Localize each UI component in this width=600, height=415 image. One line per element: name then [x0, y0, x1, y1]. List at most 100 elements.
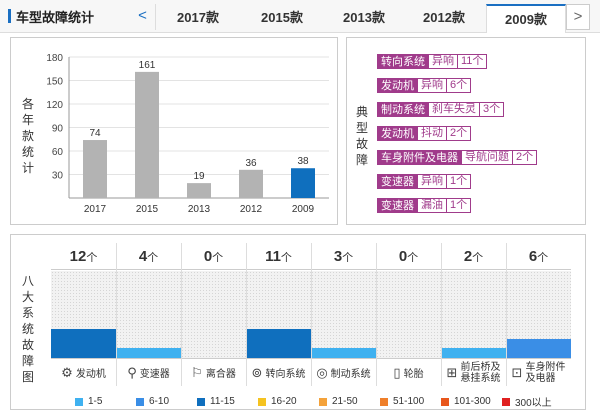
system-column[interactable]: 2个 ⊞ 前后桥及 悬挂系统	[441, 243, 506, 384]
system-column[interactable]: 11个 ⊚ 转向系统	[246, 243, 311, 380]
legend-label: 11-15	[210, 396, 235, 407]
tab-2013[interactable]: 2013款	[343, 10, 385, 25]
system-column[interactable]: 3个 ◎ 制动系统	[311, 243, 376, 380]
count-number: 11	[265, 248, 281, 265]
typical-fault-item[interactable]: 变速器 漏油 1个	[377, 197, 472, 213]
legend-item: 101-300	[441, 394, 502, 409]
y-tick-label: 150	[46, 77, 63, 88]
system-label: ⚐ 离合器	[181, 358, 246, 386]
system-column[interactable]: 0个 ⚐ 离合器	[181, 243, 246, 380]
system-fault-bar	[246, 329, 311, 358]
count-unit: 个	[472, 252, 484, 264]
y-tick-label: 180	[46, 53, 63, 64]
column-divider	[246, 243, 247, 386]
system-column[interactable]: 12个 ⚙ 发动机	[51, 243, 116, 380]
typical-fault-item[interactable]: 发动机 异响 6个	[377, 77, 472, 93]
fault-count: 1个	[447, 173, 472, 189]
axle-icon: ⊞	[446, 364, 458, 380]
tab-2012[interactable]: 2012款	[423, 10, 465, 25]
bar-value-label: 19	[193, 171, 205, 182]
fault-count: 3个	[480, 101, 505, 117]
system-label: ⊚ 转向系统	[246, 358, 311, 386]
system-faults-label: 八大系统故障图	[21, 274, 34, 384]
legend-label: 51-100	[393, 396, 425, 407]
count-unit: 个	[342, 252, 354, 264]
system-name: 车身附件 及电器	[525, 361, 566, 384]
count-number: 0	[203, 248, 213, 265]
count-unit: 个	[537, 252, 549, 264]
system-name: 轮胎	[403, 369, 424, 380]
legend-label: 6-10	[149, 396, 170, 407]
year-bar-chart: 30 60 90 120 150 180 74 2017 161 2015 19 2013 36 2012…	[46, 53, 329, 215]
column-divider	[506, 243, 507, 386]
system-name: 转向系统	[265, 369, 306, 380]
system-name: 离合器	[205, 369, 236, 380]
tab-2015[interactable]: 2015款	[261, 10, 303, 25]
bar-value-label: 38	[297, 156, 309, 167]
column-divider	[376, 243, 377, 386]
system-label: ⊡ 车身附件 及电器	[506, 358, 571, 386]
system-fault-bar	[506, 338, 571, 358]
system-name: 变速器	[139, 369, 170, 380]
bar	[135, 71, 159, 198]
typical-fault-item[interactable]: 变速器 异响 1个	[377, 173, 472, 189]
tab-2009[interactable]: 2009款	[486, 4, 566, 33]
fault-count: 1个	[447, 197, 472, 213]
system-column[interactable]: 6个 ⊡ 车身附件 及电器	[506, 243, 571, 384]
gearshift-icon: ⚲	[127, 364, 137, 380]
system-fault-count: 0个	[181, 243, 246, 270]
system-name: 制动系统	[330, 369, 371, 380]
prev-arrow-icon[interactable]: <	[130, 4, 156, 30]
count-unit: 个	[147, 252, 159, 264]
legend-label: 300以上	[515, 398, 552, 409]
count-unit: 个	[86, 252, 98, 264]
fault-description: 抖动	[418, 125, 447, 141]
system-label: ⚲ 变速器	[116, 358, 181, 386]
system-column[interactable]: 0个 ▯ 轮胎	[376, 243, 441, 380]
legend-swatch	[197, 397, 205, 406]
next-arrow-icon[interactable]: >	[566, 4, 590, 30]
legend-label: 1-5	[88, 396, 103, 407]
legend-item: 16-20	[258, 394, 319, 409]
typical-faults-label: 典型故障	[355, 105, 368, 167]
system-label: ⊞ 前后桥及 悬挂系统	[441, 358, 506, 386]
legend-item: 300以上	[502, 394, 563, 409]
count-number: 2	[463, 248, 473, 265]
header-bar: 车型故障统计 < 2017款 2015款 2013款 2012款 2009款 >	[0, 0, 600, 33]
fault-description: 异响	[429, 53, 458, 69]
count-number: 3	[333, 248, 343, 265]
system-fault-bar-area	[441, 271, 506, 358]
typical-fault-item[interactable]: 转向系统 异响 11个	[377, 53, 488, 69]
fault-description: 异响	[418, 173, 447, 189]
typical-fault-item[interactable]: 发动机 抖动 2个	[377, 125, 472, 141]
fault-system: 发动机	[377, 125, 418, 141]
x-tick-label: 2009	[292, 204, 315, 215]
legend-swatch	[258, 397, 266, 406]
system-fault-bar-area	[51, 271, 116, 358]
count-unit: 个	[212, 252, 224, 264]
fault-count: 11个	[458, 53, 488, 69]
system-column[interactable]: 4个 ⚲ 变速器	[116, 243, 181, 380]
legend-item: 11-15	[197, 394, 258, 409]
typical-fault-item[interactable]: 制动系统 刹车失灵 3个	[377, 101, 505, 117]
system-fault-bar-area	[311, 271, 376, 358]
legend-swatch	[441, 397, 449, 406]
system-label: ◎ 制动系统	[311, 358, 376, 386]
system-fault-bar-area	[246, 271, 311, 358]
typical-fault-item[interactable]: 车身附件及电器 导航问题 2个	[377, 149, 538, 165]
legend-swatch	[319, 397, 327, 406]
y-tick-label: 90	[52, 124, 64, 135]
legend-label: 21-50	[332, 396, 358, 407]
y-tick-label: 30	[52, 171, 64, 182]
system-name: 前后桥及 悬挂系统	[460, 361, 501, 384]
fault-description: 刹车失灵	[429, 101, 480, 117]
system-fault-bar-area	[506, 271, 571, 358]
fault-count: 2个	[513, 149, 538, 165]
car-body-icon: ⊡	[511, 364, 523, 380]
system-fault-bar	[51, 329, 116, 358]
tab-2017[interactable]: 2017款	[177, 10, 219, 25]
system-fault-count: 4个	[116, 243, 181, 270]
system-label: ⚙ 发动机	[51, 358, 116, 386]
legend-label: 16-20	[271, 396, 297, 407]
fault-system: 变速器	[377, 173, 418, 189]
